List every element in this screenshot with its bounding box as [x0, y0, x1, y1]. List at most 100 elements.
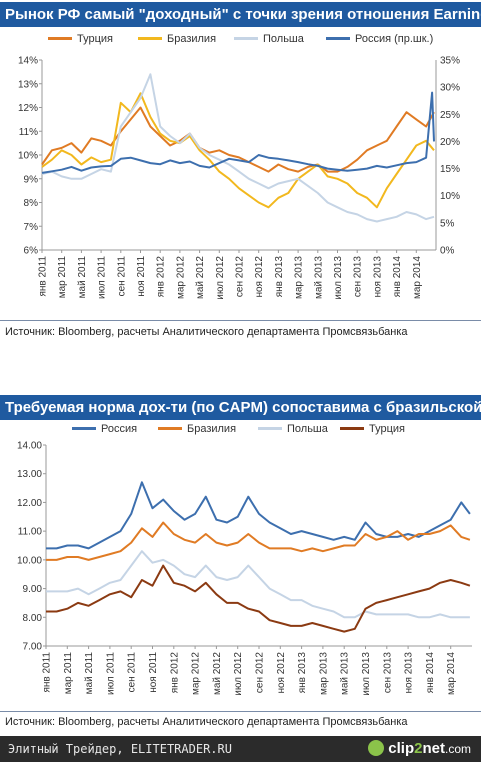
chart2-x-tick-label: мар 2012	[191, 652, 202, 695]
chart2-x-tick-label: ноя 2011	[148, 652, 159, 693]
chart2-y-tick-label: 7.00	[23, 642, 43, 653]
chart2-x-tick-label: май 2012	[212, 652, 223, 695]
chart2-legend-poland-label: Польша	[287, 423, 328, 435]
chart1-x-tick-label: мар 2014	[412, 256, 423, 299]
chart1-source: Источник: Bloomberg, расчеты Аналитическ…	[5, 326, 408, 338]
chart1-x-tick-label: ноя 2011	[136, 256, 147, 297]
chart1-y-tick-label: 7%	[24, 222, 39, 233]
chart1-x-tick-label: сен 2011	[116, 256, 127, 297]
chart2-x-tick-label: ноя 2012	[276, 652, 287, 694]
chart2-x-tick-label: янв 2011	[42, 652, 53, 693]
chart2-x-tick-label: июл 2012	[233, 652, 244, 696]
chart1-x-tick-label: сен 2012	[235, 256, 246, 298]
footer-bar: Элитный Трейдер, ELITETRADER.RU clip2net…	[0, 736, 481, 762]
chart1-legend-poland-label: Польша	[263, 33, 304, 45]
chart2-x-tick-label: мар 2014	[446, 652, 457, 695]
chart2-legend-turkey-label: Турция	[369, 423, 405, 435]
footer-text: Элитный Трейдер, ELITETRADER.RU	[8, 742, 232, 756]
chart1-x-tick-label: янв 2014	[392, 256, 403, 298]
chart1-y-tick-label: 13%	[18, 79, 38, 90]
chart1-series-line-2	[41, 73, 435, 223]
chart1-y-right-tick-label: 30%	[440, 83, 460, 94]
chart2-x-tick-label: июл 2011	[105, 652, 116, 695]
chart2-legend-russia-swatch	[72, 426, 96, 430]
chart1-divider	[0, 320, 481, 321]
clip2net-logo[interactable]: clip2net.com	[368, 736, 471, 762]
chart2-x-tick-label: июл 2013	[361, 652, 372, 696]
chart2-divider	[0, 711, 481, 712]
chart1-y-tick-label: 10%	[18, 151, 38, 162]
chart1-legend-turkey-label: Турция	[77, 33, 113, 45]
chart1-y-right-tick-label: 5%	[440, 218, 455, 229]
chart1-y-tick-label: 6%	[24, 246, 39, 257]
chart1-legend-russia-swatch	[326, 36, 350, 40]
chart2-y-tick-label: 13.00	[17, 469, 42, 480]
chart1-x-tick-label: ноя 2012	[254, 256, 265, 298]
logo-part4: .com	[444, 742, 471, 756]
chart1-x-tick-label: июл 2013	[333, 256, 344, 300]
chart1-x-tick-label: мар 2012	[175, 256, 186, 299]
chart1-x-tick-label: мар 2013	[294, 256, 305, 299]
chart2-y-tick-label: 8.00	[23, 613, 43, 624]
chart1-legend-russia: Россия (пр.шк.)	[326, 31, 433, 47]
chart1-series-line-3	[41, 91, 435, 174]
chart2-series-line-0	[46, 481, 471, 550]
chart1-y-tick-label: 8%	[24, 198, 39, 209]
chart2-series-line-3	[46, 564, 471, 633]
chart1-legend-poland-swatch	[234, 36, 258, 40]
chart1-title: Рынок РФ самый "доходный" с точки зрения…	[0, 2, 481, 27]
chart2-x-tick-label: янв 2013	[297, 652, 308, 694]
clip2net-logo-icon	[368, 740, 385, 757]
chart2-x-tick-label: ноя 2013	[404, 652, 415, 694]
chart2-series-line-1	[46, 521, 471, 561]
chart1-legend: Турция Бразилия Польша Россия (пр.шк.)	[0, 31, 481, 47]
chart2-y-tick-label: 14.00	[17, 441, 42, 452]
chart2-source: Источник: Bloomberg, расчеты Аналитическ…	[5, 716, 408, 728]
chart2-y-tick-label: 10.00	[17, 555, 42, 566]
chart2-x-tick-label: мар 2011	[63, 652, 74, 695]
chart1-legend-brazil-label: Бразилия	[167, 33, 217, 45]
chart1-x-tick-label: янв 2011	[38, 256, 49, 297]
chart2-legend-poland: Польша	[258, 421, 328, 437]
chart1-y-tick-label: 12%	[18, 103, 38, 114]
chart2-x-tick-label: сен 2011	[127, 652, 138, 693]
chart2-title: Требуемая норма дох-ти (по CAPM) сопоста…	[0, 395, 481, 420]
chart2-x-tick-label: мар 2013	[318, 652, 329, 695]
chart2-plot: 7.00 8.00 9.00 10.00 11.00 12.00 13.00 14.00 янв…	[17, 441, 472, 696]
chart1-legend-turkey: Турция	[48, 31, 113, 47]
chart2-x-tick-label: май 2013	[340, 652, 351, 695]
logo-part3: net	[422, 740, 445, 757]
chart1-series-line-0	[41, 106, 435, 173]
chart1-y-right-tick-label: 35%	[440, 56, 460, 67]
chart2-y-tick-label: 9.00	[23, 584, 43, 595]
chart1-legend-poland: Польша	[234, 31, 304, 47]
chart1-x-tick-label: май 2011	[77, 256, 88, 299]
chart1-x-tick-label: май 2012	[195, 256, 206, 299]
chart2-legend-turkey: Турция	[340, 421, 405, 437]
chart2-x-tick-label: янв 2012	[169, 652, 180, 694]
chart1-x-tick-label: янв 2012	[156, 256, 167, 298]
chart2-legend-russia-label: Россия	[101, 423, 138, 435]
chart1-y-right-tick-label: 15%	[440, 164, 460, 175]
chart2-x-tick-label: май 2011	[84, 652, 95, 695]
chart2-x-tick-label: янв 2014	[425, 652, 436, 694]
chart2-y-tick-label: 12.00	[17, 498, 42, 509]
logo-part2: 2	[414, 740, 423, 757]
chart2-x-tick-label: сен 2012	[255, 652, 266, 694]
chart1-y-tick-label: 11%	[19, 127, 38, 138]
chart1-x-tick-label: сен 2013	[353, 256, 364, 298]
chart2-legend-brazil-swatch	[158, 426, 182, 430]
chart1-x-tick-label: мар 2011	[57, 256, 68, 299]
chart1-legend-brazil-swatch	[138, 36, 162, 40]
chart1-x-tick-label: июл 2012	[215, 256, 226, 300]
chart2-legend-poland-swatch	[258, 426, 282, 430]
chart2-legend-brazil-label: Бразилия	[187, 423, 237, 435]
chart1-y-right-tick-label: 0%	[440, 246, 455, 257]
chart1-x-tick-label: ноя 2013	[372, 256, 383, 298]
chart1-x-tick-label: янв 2013	[274, 256, 285, 298]
chart1-y-tick-label: 14%	[18, 56, 38, 67]
chart1-legend-brazil: Бразилия	[138, 31, 216, 47]
chart1-legend-turkey-swatch	[48, 36, 72, 40]
chart2-x-tick-label: сен 2013	[382, 652, 393, 694]
chart1-series-line-1	[41, 92, 435, 209]
